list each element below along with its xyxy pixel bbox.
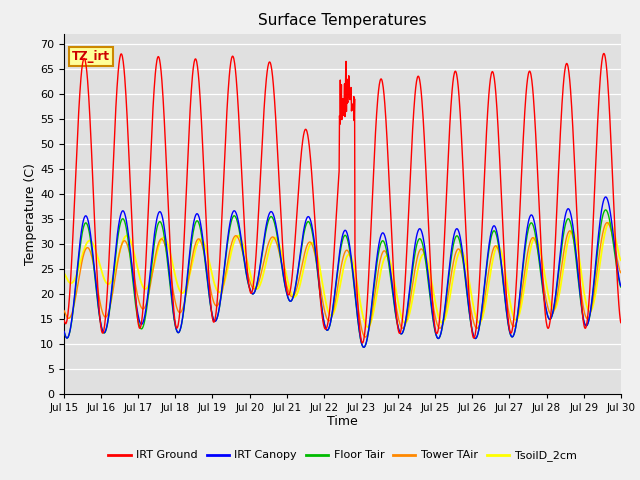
X-axis label: Time: Time: [327, 415, 358, 429]
Legend: IRT Ground, IRT Canopy, Floor Tair, Tower TAir, TsoilD_2cm: IRT Ground, IRT Canopy, Floor Tair, Towe…: [104, 446, 581, 466]
Title: Surface Temperatures: Surface Temperatures: [258, 13, 427, 28]
Y-axis label: Temperature (C): Temperature (C): [24, 163, 37, 264]
Text: TZ_irt: TZ_irt: [72, 50, 110, 63]
